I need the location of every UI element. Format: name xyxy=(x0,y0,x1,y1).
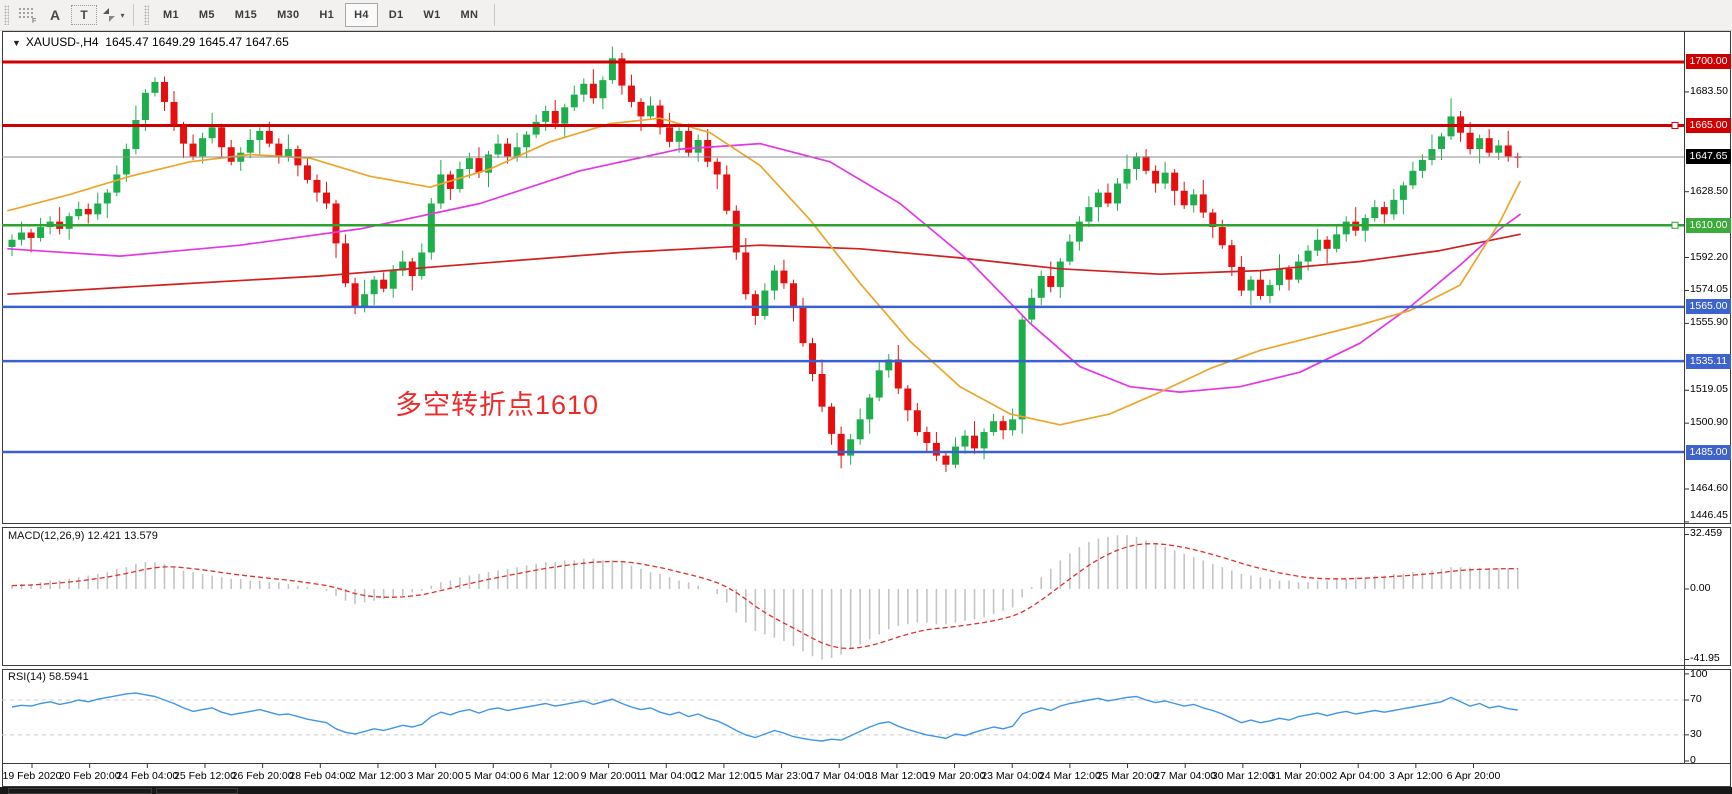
price-axis-tick: 1464.60 xyxy=(1690,482,1728,494)
rsi-axis-tick: 0 xyxy=(1690,754,1696,766)
time-axis-label: 18 Mar 12:00 xyxy=(865,770,928,782)
time-axis-label: 5 Mar 04:00 xyxy=(465,770,522,782)
letter-a-icon: A xyxy=(49,7,61,23)
arrows-tool-button[interactable]: ▾ xyxy=(101,3,125,27)
time-axis-label: 26 Feb 20:00 xyxy=(231,770,294,782)
price-badge-1565.00: 1565.00 xyxy=(1686,299,1731,315)
price-axis-tick: 1628.50 xyxy=(1690,184,1728,197)
toolbar-drag-handle[interactable] xyxy=(144,5,149,25)
timeframe-button-M15[interactable]: M15 xyxy=(234,9,258,21)
time-axis-label: 31 Mar 20:00 xyxy=(1269,770,1332,782)
toolbar-drag-handle[interactable] xyxy=(4,5,9,25)
time-axis-label: 24 Feb 04:00 xyxy=(116,770,179,782)
price-axis-tick: 1574.05 xyxy=(1690,283,1728,296)
time-axis-label: 19 Mar 20:00 xyxy=(923,770,986,782)
toolbar-separator xyxy=(494,4,496,26)
time-axis-label: 3 Apr 12:00 xyxy=(1388,770,1443,782)
bottom-bar-segment xyxy=(8,788,152,794)
one-click-trading-collapse-icon[interactable]: ▼ xyxy=(12,38,21,48)
timeframe-button-H4[interactable]: H4 xyxy=(345,3,378,27)
textbox-tool-button[interactable]: T xyxy=(71,5,97,25)
price-axis-line xyxy=(1684,31,1685,763)
ohlc-text: XAUUSD-,H4 1645.47 1649.29 1645.47 1647.… xyxy=(25,35,289,49)
macd-indicator-label: MACD(12,26,9) 12.421 13.579 xyxy=(8,530,158,542)
chart-ohlc-title: ▼ XAUUSD-,H4 1645.47 1649.29 1645.47 1647… xyxy=(12,35,289,49)
macd-histogram xyxy=(11,535,1519,660)
dropdown-caret-icon: ▾ xyxy=(120,10,125,20)
timeframe-button-M5[interactable]: M5 xyxy=(198,9,215,21)
annotation-text-object[interactable]: 多空转折点1610 xyxy=(395,390,600,420)
macd-axis-tick: 0.00 xyxy=(1690,582,1711,594)
price-badge-1610.00: 1610.00 xyxy=(1686,217,1731,233)
price-badge-1647.65: 1647.65 xyxy=(1686,149,1731,165)
macd-axis-tick: -41.95 xyxy=(1690,652,1720,665)
line-marker-1665.00[interactable] xyxy=(1671,121,1679,129)
timeframe-button-W1[interactable]: W1 xyxy=(423,9,441,21)
timeframe-button-H1[interactable]: H1 xyxy=(319,9,335,21)
time-axis-label: 27 Mar 04:00 xyxy=(1154,770,1217,782)
timeframe-button-M1[interactable]: M1 xyxy=(163,9,179,21)
bottom-bar xyxy=(0,787,1732,794)
letter-t-icon: T xyxy=(80,8,88,22)
time-axis-label: 24 Mar 12:00 xyxy=(1038,770,1101,782)
time-axis-line xyxy=(2,763,1731,764)
rsi-axis-tick: 100 xyxy=(1690,668,1708,680)
price-axis-tick: 1555.90 xyxy=(1690,316,1728,329)
time-axis-label: 25 Feb 12:00 xyxy=(174,770,236,782)
snap-grid-icon: F xyxy=(19,8,36,24)
ma-slow-red xyxy=(7,233,1521,296)
rsi-line xyxy=(11,692,1518,742)
time-axis-label: 23 Mar 04:00 xyxy=(981,770,1044,782)
svg-text:F: F xyxy=(32,18,36,24)
price-axis-tick: 1683.50 xyxy=(1690,84,1728,97)
bottom-bar-segment xyxy=(156,788,238,794)
snap-grid-tool-button[interactable]: F xyxy=(15,3,39,27)
time-axis-label: 6 Mar 12:00 xyxy=(522,770,579,782)
ma-medium-magenta xyxy=(7,142,1521,393)
timeframe-button-D1[interactable]: D1 xyxy=(388,9,404,21)
timeframe-button-M30[interactable]: M30 xyxy=(277,9,300,21)
price-axis-tick: 1592.20 xyxy=(1690,250,1728,263)
price-badge-1665.00: 1665.00 xyxy=(1686,117,1731,133)
rsi-indicator-label: RSI(14) 58.5941 xyxy=(8,671,89,683)
price-axis-tick: 1500.90 xyxy=(1690,416,1728,429)
time-axis-label: 2 Apr 04:00 xyxy=(1331,770,1386,782)
time-axis-label: 2 Mar 12:00 xyxy=(349,770,406,782)
rsi-axis-tick: 70 xyxy=(1690,693,1702,706)
time-axis-label: 15 Mar 23:00 xyxy=(750,770,813,782)
time-axis-label: 30 Mar 12:00 xyxy=(1211,770,1274,782)
pane-splitter-rsi[interactable] xyxy=(2,665,1731,670)
time-axis-label: 25 Mar 20:00 xyxy=(1096,770,1159,782)
time-axis-label: 28 Feb 04:00 xyxy=(289,770,352,782)
ma-fast-orange xyxy=(7,117,1521,426)
price-axis-tick: 1446.45 xyxy=(1690,509,1728,521)
time-axis-label: 20 Feb 20:00 xyxy=(58,770,121,782)
arrows-icon xyxy=(103,8,116,22)
time-axis-label: 19 Feb 2020 xyxy=(2,770,62,782)
price-badge-1700.00: 1700.00 xyxy=(1686,54,1731,70)
toolbar-separator xyxy=(133,4,134,26)
candlestick-series xyxy=(8,46,1522,472)
toolbar: F A T ▾ M1 M5 M15 M30 H1 H4 D1 W1 MN xyxy=(0,0,1732,31)
label-tool-button[interactable]: A xyxy=(43,3,67,27)
timeframe-group: M1 M5 M15 M30 H1 H4 D1 W1 MN xyxy=(153,3,488,27)
time-axis-label: 12 Mar 12:00 xyxy=(692,770,755,782)
macd-axis-tick: 32.459 xyxy=(1690,527,1723,540)
time-axis-label: 6 Apr 20:00 xyxy=(1446,770,1501,782)
time-axis-label: 17 Mar 04:00 xyxy=(808,770,871,782)
pane-splitter-macd[interactable] xyxy=(2,523,1731,528)
price-axis-tick: 1519.05 xyxy=(1690,383,1728,396)
rsi-axis-tick: 30 xyxy=(1690,727,1702,740)
price-badge-1485.00: 1485.00 xyxy=(1686,444,1731,460)
price-badge-1535.11: 1535.11 xyxy=(1686,353,1731,369)
time-axis-label: 3 Mar 20:00 xyxy=(407,770,464,782)
macd-signal-line xyxy=(11,543,1518,650)
line-marker-1610.00[interactable] xyxy=(1671,221,1679,229)
timeframe-button-MN[interactable]: MN xyxy=(460,9,479,21)
time-axis-label: 9 Mar 20:00 xyxy=(580,770,637,782)
time-axis-label: 11 Mar 04:00 xyxy=(635,770,697,782)
